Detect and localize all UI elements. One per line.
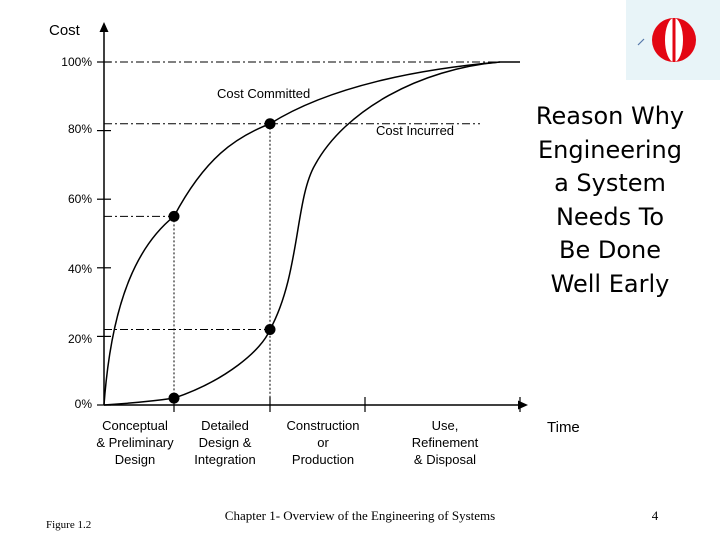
curves — [103, 61, 520, 406]
y-tick-label-60: 60% — [67, 192, 92, 206]
page-number: 4 — [651, 508, 659, 523]
cost-incurred-curve — [103, 61, 501, 406]
cost-incurred-label: Cost Incurred — [376, 123, 455, 138]
phase-label-construction: Construction or Production — [286, 418, 360, 467]
cost-committed-point — [168, 210, 180, 222]
university-logo-icon — [626, 0, 720, 80]
y-axis-arrow — [99, 22, 109, 32]
y-tick-label-80: 80% — [67, 122, 92, 136]
axes — [97, 22, 528, 412]
figure-label: Figure 1.2 — [46, 519, 92, 531]
guide-lines — [104, 61, 520, 405]
phase-label-detailed: Detailed Design & Integration — [194, 418, 256, 467]
y-axis-label: Cost — [49, 22, 80, 39]
phase-label-conceptual: Conceptual & Preliminary Design — [96, 418, 174, 467]
cost-committed-curve — [103, 61, 520, 406]
cost-incurred-point — [168, 392, 180, 404]
y-tick-label-20: 20% — [67, 332, 92, 346]
phase-label-use: Use, Refinement & Disposal — [411, 418, 479, 467]
y-tick-label-40: 40% — [67, 262, 92, 276]
y-tick-label-0: 0% — [74, 397, 92, 411]
cost-committed-point — [264, 118, 276, 130]
cost-incurred-point — [264, 324, 276, 336]
y-tick-label-100: 100% — [61, 55, 92, 69]
reason-text: Reason Why Engineering a System Needs To… — [535, 102, 685, 298]
footer-title: Chapter 1- Overview of the Engineering o… — [224, 508, 496, 523]
data-points — [168, 118, 276, 404]
cost-committed-label: Cost Committed — [217, 86, 311, 101]
x-axis-label: Time — [547, 419, 580, 436]
